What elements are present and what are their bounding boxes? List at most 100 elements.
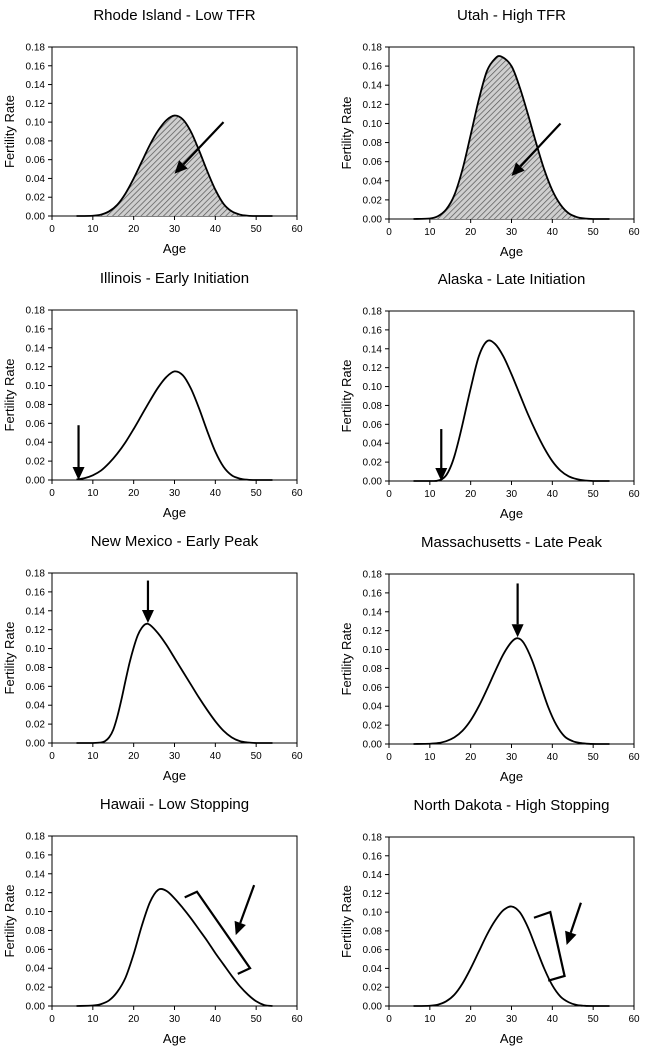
y-tick-label: 0.08: [26, 926, 46, 937]
chart-panel-2: Utah - High TFR 0.00 0.02 0.04 0.06 0.08 0.10 0…: [339, 7, 640, 259]
y-tick-label: 0.18: [26, 569, 46, 580]
y-tick-label: 0.16: [26, 850, 46, 861]
x-tick-label: 30: [169, 224, 181, 235]
x-axis-label: Age: [163, 505, 186, 520]
chart-title: Rhode Island - Low TFR: [93, 7, 255, 24]
y-tick-label: 0.00: [26, 739, 46, 750]
y-tick-label: 0.10: [26, 381, 46, 392]
y-tick-label: 0.02: [26, 720, 46, 731]
chart-panel-8: North Dakota - High Stopping 0.00 0.02 0.04…: [339, 797, 640, 1046]
y-axis-label: Fertility Rate: [339, 360, 354, 433]
y-axis-label: Fertility Rate: [339, 623, 354, 696]
arrow-annotation-shaft: [239, 884, 256, 924]
x-tick-label: 30: [169, 1014, 181, 1025]
x-tick-label: 50: [251, 1014, 263, 1025]
bracket-annotation: [533, 910, 566, 982]
plot-frame: [388, 310, 635, 482]
chart-title: Massachusetts - Late Peak: [421, 534, 602, 551]
y-axis-label: Fertility Rate: [2, 95, 17, 168]
x-tick-label: 60: [291, 224, 303, 235]
y-tick-label: 0.16: [363, 62, 383, 73]
arrow-annotation-shaft: [569, 902, 582, 934]
y-axis-label: Fertility Rate: [339, 885, 354, 958]
y-tick-label: 0.02: [26, 193, 46, 204]
arrow-annotation-head: [234, 920, 246, 936]
x-tick-label: 60: [628, 752, 640, 763]
y-tick-label: 0.08: [26, 400, 46, 411]
x-tick-label: 0: [49, 488, 55, 499]
y-tick-label: 0.14: [26, 606, 46, 617]
y-tick-label: 0.06: [26, 419, 46, 430]
y-tick-label: 0.04: [26, 701, 46, 712]
y-tick-label: 0.04: [26, 174, 46, 185]
y-tick-label: 0.08: [363, 401, 383, 412]
plot-frame: [51, 309, 298, 481]
x-tick-label: 40: [210, 1014, 222, 1025]
y-tick-label: 0.18: [363, 570, 383, 581]
x-tick-label: 20: [465, 1014, 477, 1025]
y-tick-label: 0.14: [363, 607, 383, 618]
y-tick-label: 0.10: [26, 644, 46, 655]
fertility-curve: [413, 637, 610, 745]
plot-frame: [388, 836, 635, 1007]
y-tick-label: 0.04: [363, 176, 383, 187]
arrow-annotation-shaft: [519, 122, 562, 168]
y-tick-label: 0.00: [363, 740, 383, 751]
y-tick-label: 0.14: [26, 869, 46, 880]
x-tick-label: 30: [506, 1014, 518, 1025]
y-tick-label: 0.02: [26, 983, 46, 994]
y-tick-label: 0.16: [363, 325, 383, 336]
y-tick-label: 0.12: [26, 625, 46, 636]
chart-title: North Dakota - High Stopping: [414, 797, 610, 814]
arrow-annotation-head: [565, 930, 577, 945]
y-tick-label: 0.10: [26, 907, 46, 918]
x-tick-label: 30: [506, 752, 518, 763]
y-tick-label: 0.12: [363, 363, 383, 374]
x-tick-label: 0: [49, 224, 55, 235]
y-tick-label: 0.04: [363, 702, 383, 713]
x-tick-label: 10: [87, 751, 99, 762]
x-tick-label: 20: [128, 751, 140, 762]
x-tick-label: 10: [424, 1014, 436, 1025]
y-tick-label: 0.08: [363, 138, 383, 149]
x-tick-label: 0: [386, 489, 392, 500]
x-tick-label: 30: [506, 227, 518, 238]
fertility-curve: [413, 905, 610, 1007]
chart-title: Illinois - Early Initiation: [100, 270, 249, 287]
x-tick-label: 10: [424, 752, 436, 763]
x-tick-label: 40: [547, 489, 559, 500]
arrow-annotation-head: [435, 468, 448, 481]
chart-title: Hawaii - Low Stopping: [100, 796, 249, 813]
y-tick-label: 0.02: [26, 457, 46, 468]
y-tick-label: 0.14: [363, 81, 383, 92]
y-tick-label: 0.12: [26, 362, 46, 373]
y-tick-label: 0.04: [363, 964, 383, 975]
y-axis-label: Fertility Rate: [339, 97, 354, 170]
x-tick-label: 20: [465, 752, 477, 763]
y-tick-label: 0.10: [363, 119, 383, 130]
arrow-annotation-head: [511, 162, 525, 176]
x-tick-label: 50: [588, 752, 600, 763]
y-tick-label: 0.18: [363, 43, 383, 54]
chart-title: Alaska - Late Initiation: [438, 271, 586, 288]
x-axis-label: Age: [500, 769, 523, 784]
y-tick-label: 0.14: [26, 80, 46, 91]
y-tick-label: 0.12: [363, 626, 383, 637]
y-tick-label: 0.12: [363, 100, 383, 111]
x-tick-label: 10: [87, 488, 99, 499]
x-tick-label: 40: [210, 224, 222, 235]
curve-area: [413, 55, 610, 220]
y-axis-label: Fertility Rate: [2, 622, 17, 695]
chart-title: New Mexico - Early Peak: [91, 533, 259, 550]
y-tick-label: 0.14: [26, 343, 46, 354]
y-tick-label: 0.10: [363, 382, 383, 393]
x-tick-label: 50: [588, 489, 600, 500]
y-tick-label: 0.16: [26, 61, 46, 72]
arrow-annotation-head: [72, 467, 85, 480]
y-tick-label: 0.14: [363, 870, 383, 881]
x-axis-label: Age: [500, 506, 523, 521]
x-tick-label: 50: [251, 224, 263, 235]
y-tick-label: 0.04: [26, 964, 46, 975]
